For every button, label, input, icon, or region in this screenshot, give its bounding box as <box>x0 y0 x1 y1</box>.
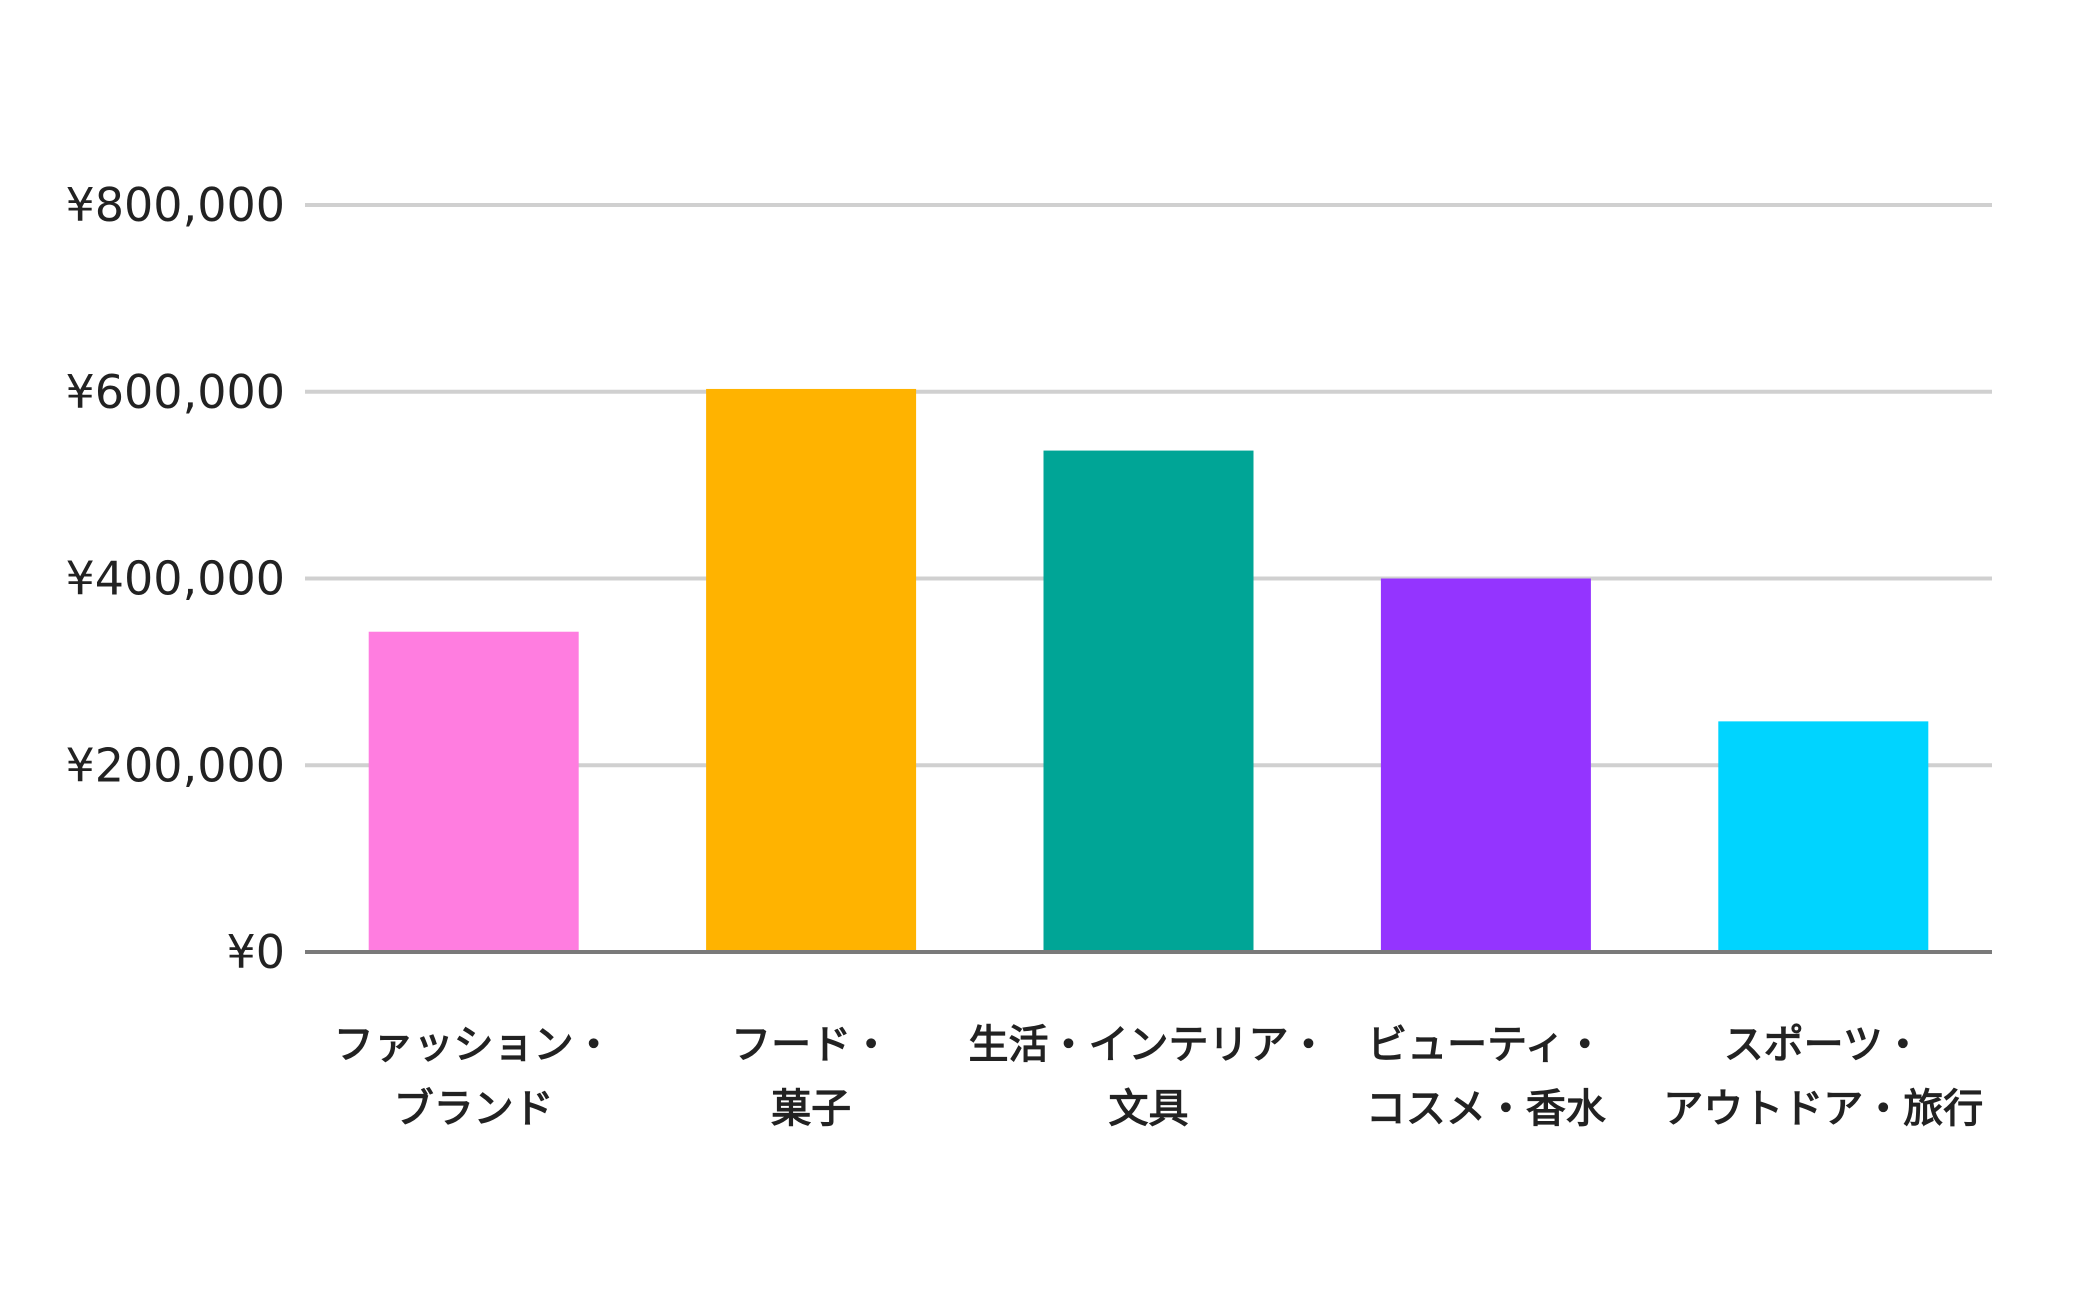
x-tick-label: 生活・インテリア・ <box>969 1022 1329 1068</box>
x-tick-label: ブランド <box>394 1086 554 1132</box>
bar <box>368 631 579 952</box>
bar <box>1380 578 1591 952</box>
bar <box>1043 450 1254 952</box>
y-tick-label: ¥600,000 <box>66 365 286 419</box>
x-tick-label: フード・ <box>731 1022 891 1068</box>
x-tick-label: 文具 <box>1109 1086 1189 1132</box>
y-tick-label: ¥800,000 <box>66 178 286 232</box>
bar <box>1718 721 1929 952</box>
x-tick-label: ビューティ・ <box>1367 1022 1605 1068</box>
y-tick-label: ¥0 <box>226 925 285 979</box>
y-tick-label: ¥200,000 <box>66 738 286 792</box>
y-tick-labels: ¥0 ¥200,000 ¥400,000 ¥600,000 ¥800,000 <box>66 178 286 979</box>
bars <box>368 388 1929 953</box>
x-tick-label: アウトドア・旅行 <box>1663 1086 1983 1132</box>
x-tick-labels: ファッション・ブランド フード・菓子 生活・インテリア・文具 ビューティ・コスメ・香水… <box>334 1022 1984 1132</box>
x-tick-label: コスメ・香水 <box>1366 1086 1607 1132</box>
bar <box>706 388 917 953</box>
x-tick-label: ファッション・ <box>334 1022 614 1068</box>
y-tick-label: ¥400,000 <box>66 552 286 606</box>
x-tick-label: スポーツ・ <box>1724 1022 1923 1068</box>
x-tick-label: 菓子 <box>771 1086 851 1132</box>
